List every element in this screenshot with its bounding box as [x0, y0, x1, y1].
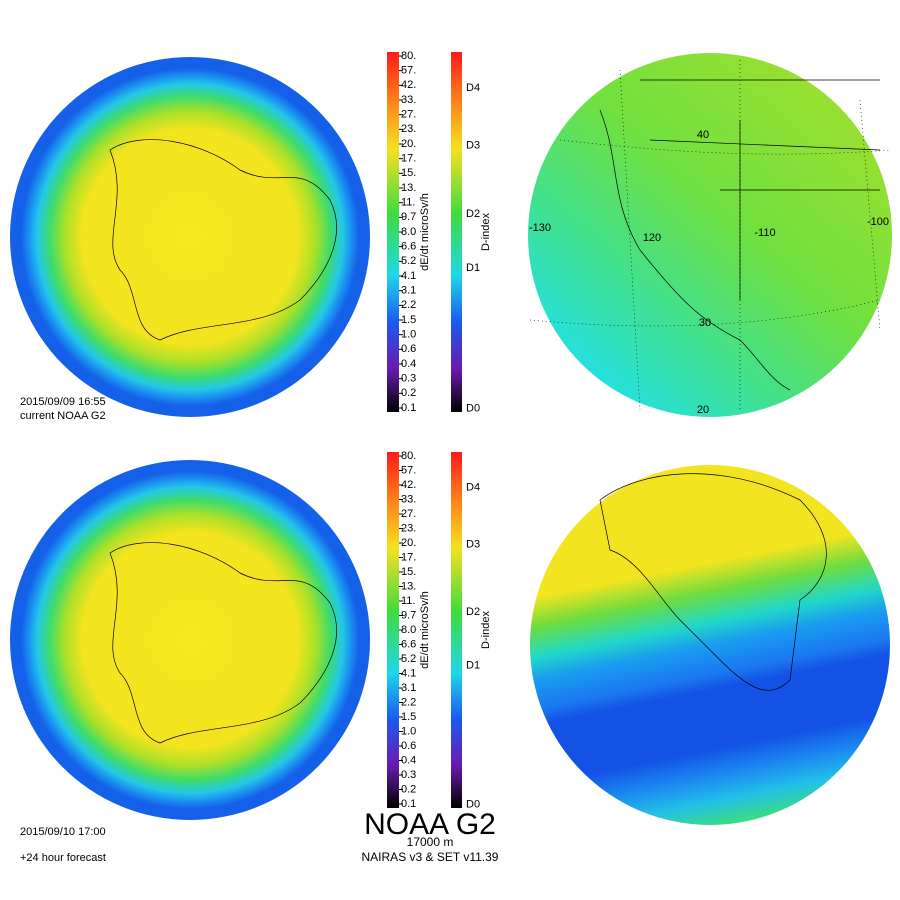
- dindex-label: D-index: [480, 611, 492, 649]
- colorbar-tick-label: 4.1: [401, 667, 416, 679]
- graticule: [529, 60, 891, 411]
- colorbar-tick-label: 8.0: [401, 226, 416, 238]
- colorbar-tick-label: 9.7: [401, 609, 416, 621]
- colorbar-tick-label: 6.6: [401, 241, 416, 253]
- colorbar-label: dE/dt microSv/h: [419, 193, 431, 271]
- colorbar-tick-label: 1.0: [401, 329, 416, 341]
- colorbar-tick-label: 17.: [401, 551, 416, 563]
- colorbar-tick-label: 80.: [401, 50, 416, 62]
- colorbar-tick-label: 9.7: [401, 211, 416, 223]
- coastlines: [109, 79, 881, 744]
- caption: +24 hour forecast: [20, 852, 106, 864]
- colorbar-tick-label: 0.3: [401, 769, 416, 781]
- colorbar-tick-label: 1.0: [401, 725, 416, 737]
- dindex-tick-label: D1: [466, 660, 480, 672]
- dindex-tick-label: D3: [466, 538, 480, 550]
- colorbar-tick-label: 42.: [401, 79, 416, 91]
- colorbar-tick-label: 13.: [401, 580, 416, 592]
- colorbar: [387, 52, 399, 412]
- footer-model: NAIRAS v3 & SET v11.39: [362, 850, 499, 864]
- map-label: -130: [529, 222, 551, 234]
- colorbar-tick-label: 23.: [401, 123, 416, 135]
- timestamp: 2015/09/10 17:00: [20, 826, 106, 838]
- colorbar-tick-label: 0.1: [401, 798, 416, 810]
- colorbar-tick-label: 17.: [401, 153, 416, 165]
- globes: [10, 53, 892, 825]
- colorbar-label: dE/dt microSv/h: [419, 591, 431, 669]
- colorbar: [387, 452, 399, 808]
- colorbar-tick-label: 20.: [401, 537, 416, 549]
- colorbar-tick-label: 15.: [401, 566, 416, 578]
- timestamp: 2015/09/09 16:55: [20, 396, 106, 408]
- colorbar-tick-label: 5.2: [401, 255, 416, 267]
- map-label: 40: [697, 129, 709, 141]
- dindex-tick-label: D0: [466, 402, 480, 414]
- colorbar-tick-label: 57.: [401, 65, 416, 77]
- colorbar-tick-label: 0.4: [401, 754, 416, 766]
- colorbar-tick-label: 3.1: [401, 682, 416, 694]
- colorbar-tick-label: 6.6: [401, 638, 416, 650]
- colorbar-tick-label: 27.: [401, 109, 416, 121]
- footer-title: NOAA G2: [364, 808, 496, 841]
- colorbar-tick-label: 33.: [401, 94, 416, 106]
- footer-altitude: 17000 m: [407, 835, 454, 849]
- dindex-bar: [451, 52, 462, 412]
- map-label: -110: [754, 227, 775, 239]
- colorbar-tick-label: 33.: [401, 493, 416, 505]
- caption: current NOAA G2: [20, 410, 106, 422]
- globe: [528, 53, 892, 417]
- colorbar-tick-label: 4.1: [401, 270, 416, 282]
- colorbar-tick-label: 42.: [401, 479, 416, 491]
- globe: [10, 57, 370, 417]
- colorbar-tick-label: 0.6: [401, 343, 416, 355]
- colorbar-tick-label: 0.1: [401, 402, 416, 414]
- colorbar-tick-label: 20.: [401, 138, 416, 150]
- colorbar-tick-label: 3.1: [401, 285, 416, 297]
- map-label: 20: [697, 404, 709, 416]
- dindex-tick-label: D0: [466, 798, 480, 810]
- colorbar-tick-label: 0.2: [401, 387, 416, 399]
- colorbar-tick-label: 2.2: [401, 696, 416, 708]
- colorbar-tick-label: 0.2: [401, 783, 416, 795]
- colorbar-tick-label: 1.5: [401, 314, 416, 326]
- colorbar-tick-label: 0.4: [401, 358, 416, 370]
- colorbar-tick-label: 11.: [401, 197, 415, 209]
- map-label: -100: [867, 216, 889, 228]
- colorbar-tick-label: 13.: [401, 182, 416, 194]
- dindex-bar: [451, 452, 462, 808]
- dindex-tick-label: D4: [466, 482, 480, 494]
- colorbar-tick-label: 0.6: [401, 740, 416, 752]
- map-label: 30: [699, 317, 711, 329]
- colorbar-tick-label: 0.3: [401, 373, 416, 385]
- colorbar-tick-label: 5.2: [401, 653, 416, 665]
- dindex-tick-label: D2: [466, 606, 480, 618]
- colorbar-tick-label: 80.: [401, 450, 416, 462]
- globe: [10, 460, 370, 820]
- dindex-tick-label: D4: [466, 82, 480, 94]
- colorbar-tick-label: 27.: [401, 508, 416, 520]
- dindex-tick-label: D2: [466, 208, 480, 220]
- map-label: 120: [643, 232, 661, 244]
- colorbar-tick-label: 1.5: [401, 711, 416, 723]
- colorbar-tick-label: 2.2: [401, 299, 416, 311]
- dindex-label: D-index: [480, 213, 492, 251]
- colorbar-tick-label: 57.: [401, 464, 416, 476]
- colorbar-tick-label: 15.: [401, 167, 416, 179]
- colorbar-tick-label: 23.: [401, 522, 416, 534]
- globe: [530, 465, 890, 825]
- colorbar-tick-label: 8.0: [401, 624, 416, 636]
- dindex-tick-label: D3: [466, 140, 480, 152]
- colorbar-tick-label: 11.: [401, 595, 415, 607]
- dindex-tick-label: D1: [466, 262, 480, 274]
